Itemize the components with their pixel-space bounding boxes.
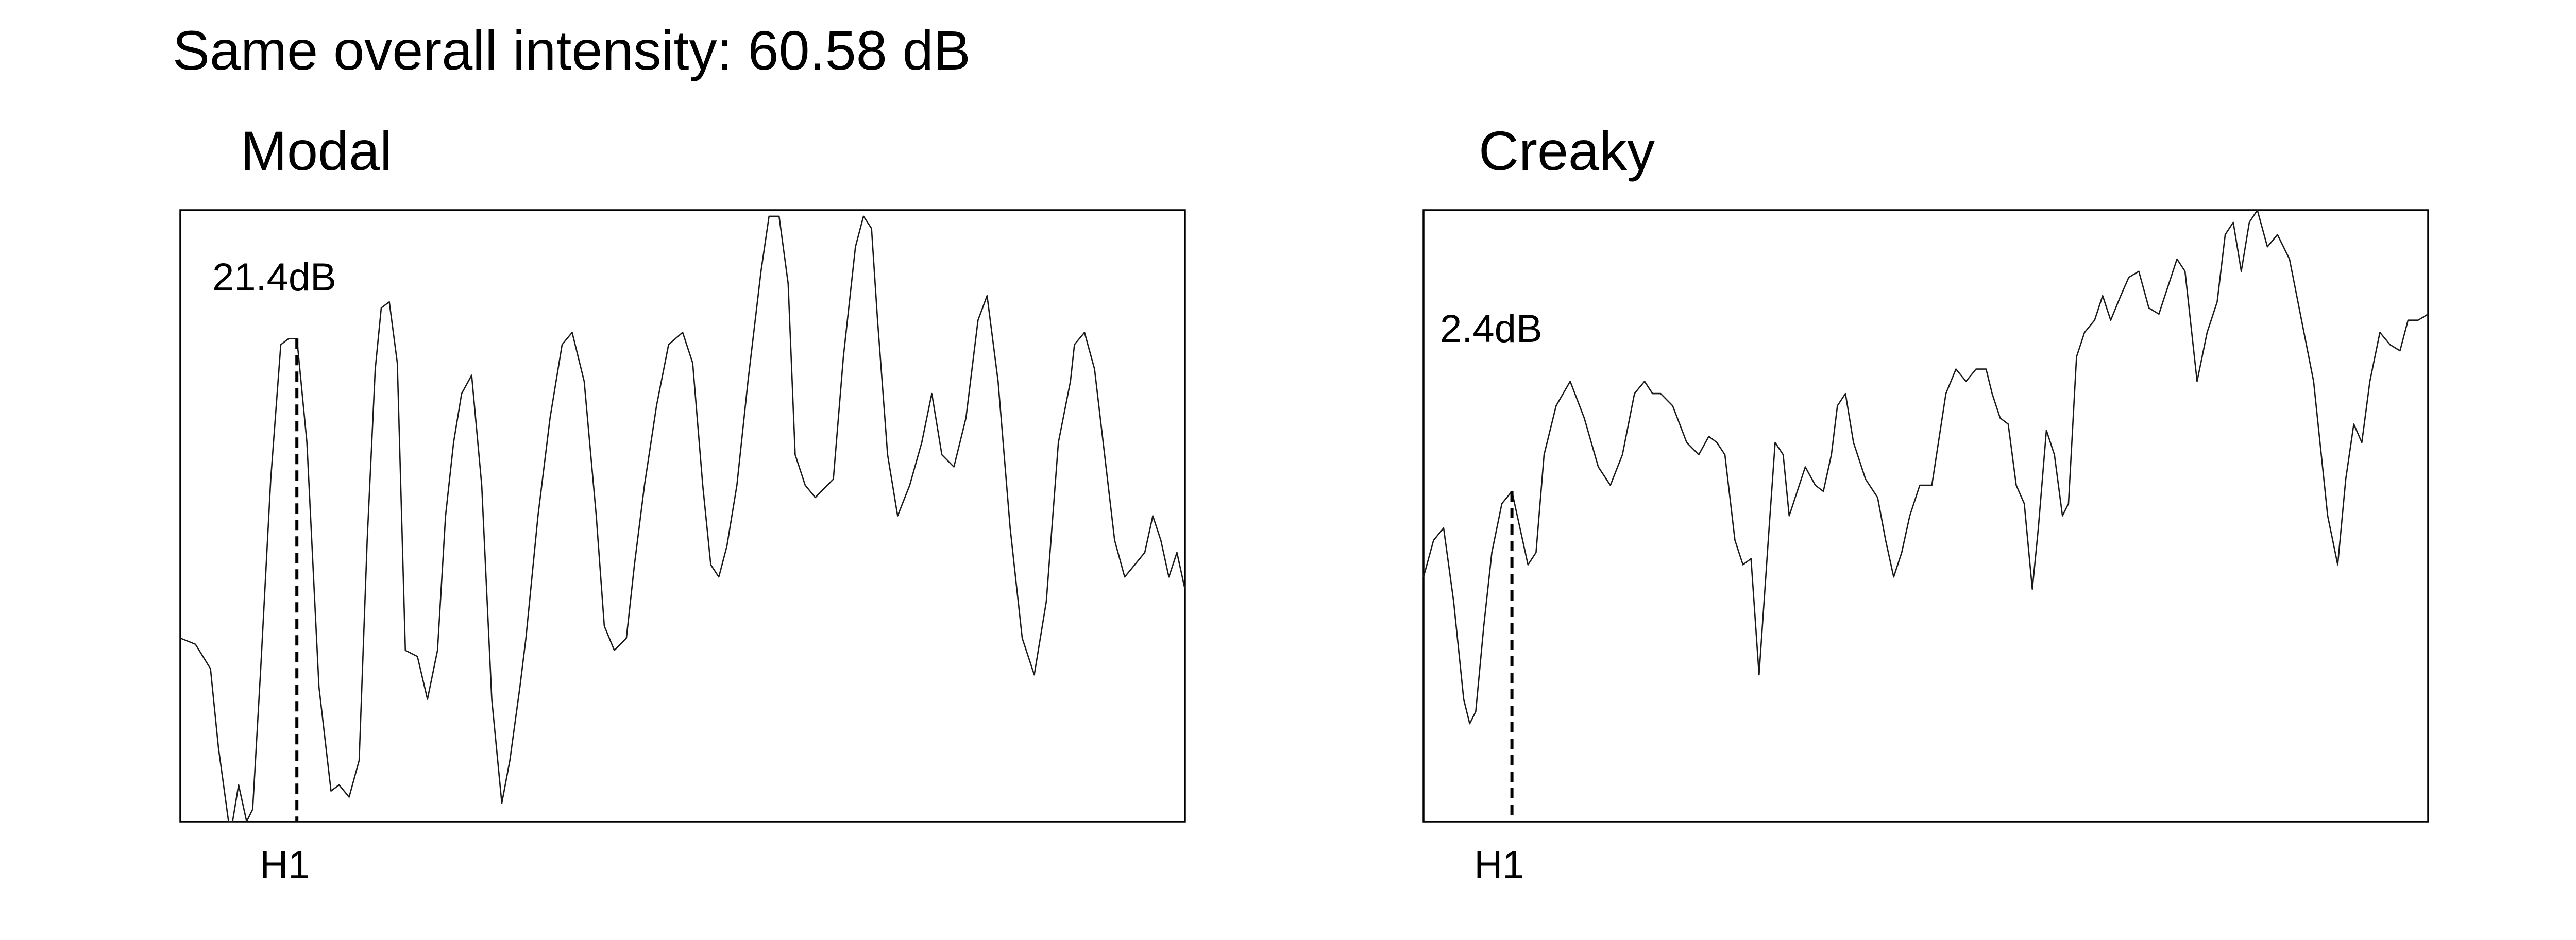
creaky-panel: Creaky 2.4dB H1 (1422, 119, 2429, 887)
modal-panel: Modal 21.4dB H1 (179, 119, 1186, 887)
figure-title: Same overall intensity: 60.58 dB (173, 19, 971, 81)
modal-plot-frame (179, 209, 1186, 823)
creaky-spectrum-line (1422, 209, 2429, 725)
creaky-panel-title: Creaky (1479, 119, 1655, 182)
creaky-h1-amplitude-label: 2.4dB (1440, 307, 1543, 351)
modal-panel-title: Modal (241, 119, 392, 182)
modal-spectrum-line (180, 215, 1186, 823)
creaky-h1-label: H1 (1474, 843, 1524, 887)
creaky-plot-frame (1422, 209, 2429, 823)
modal-h1-label: H1 (260, 843, 310, 887)
modal-h1-amplitude-label: 21.4dB (212, 255, 336, 299)
